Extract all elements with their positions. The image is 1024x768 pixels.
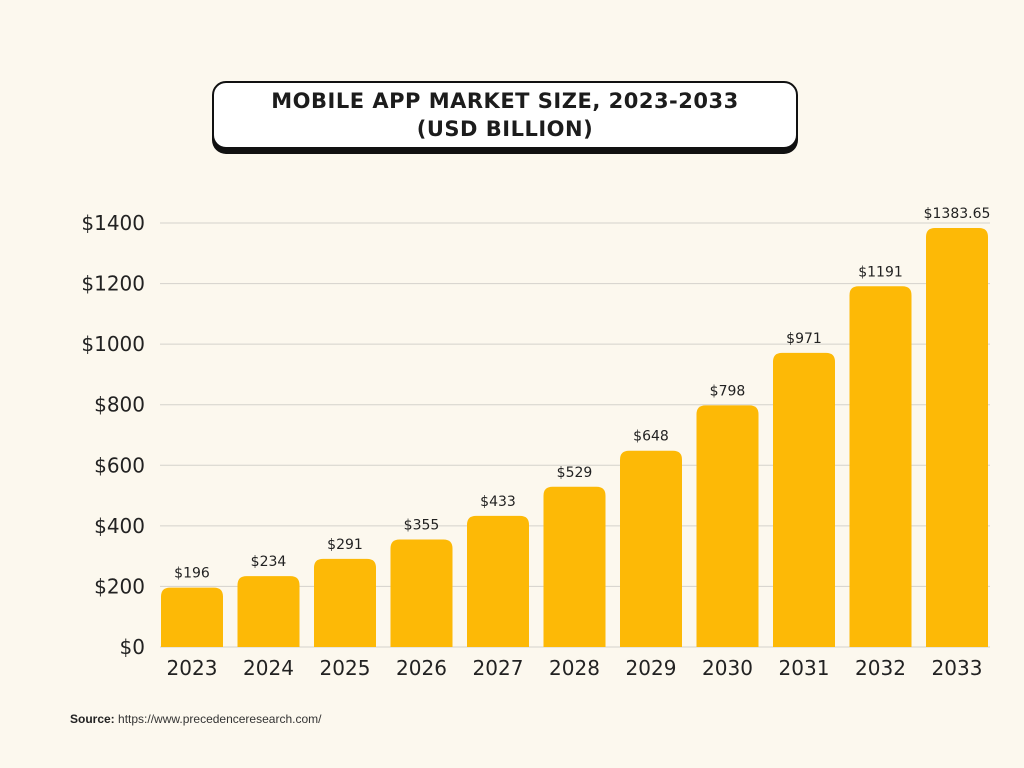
- bar-2025: [314, 558, 376, 647]
- data-label: $971: [786, 331, 822, 347]
- data-label: $433: [480, 494, 516, 510]
- bar-2028: [543, 486, 606, 647]
- x-tick-label: 2025: [320, 656, 371, 680]
- data-label: $648: [633, 429, 669, 445]
- data-label: $1383.65: [924, 206, 991, 222]
- x-tick-label: 2028: [549, 656, 600, 680]
- bar-2030: [696, 405, 759, 647]
- x-tick-label: 2030: [702, 656, 753, 680]
- bar-2033: [926, 227, 988, 647]
- data-label: $234: [251, 554, 287, 570]
- data-label: $1191: [858, 264, 903, 280]
- x-tick-label: 2024: [243, 656, 294, 680]
- bar-2024: [237, 576, 300, 647]
- data-label: $529: [557, 465, 593, 481]
- data-label: $798: [710, 383, 746, 399]
- bar-2031: [773, 352, 835, 647]
- y-tick-label: $0: [120, 635, 145, 659]
- source-url: https://www.precedenceresearch.com/: [118, 712, 322, 726]
- y-tick-label: $600: [94, 453, 145, 477]
- x-tick-label: 2031: [779, 656, 830, 680]
- x-tick-label: 2026: [396, 656, 447, 680]
- x-tick-label: 2023: [167, 656, 218, 680]
- bar-2029: [620, 450, 682, 647]
- bar-2023: [161, 587, 223, 647]
- source-note: Source: https://www.precedenceresearch.c…: [70, 712, 321, 726]
- chart-title: MOBILE APP MARKET SIZE, 2023-2033 (USD B…: [271, 89, 739, 141]
- y-tick-label: $1400: [81, 211, 145, 235]
- bar-2027: [467, 515, 529, 647]
- y-tick-label: $200: [94, 574, 145, 598]
- data-label: $355: [404, 517, 440, 533]
- bar-2032: [849, 286, 912, 647]
- x-tick-label: 2027: [473, 656, 524, 680]
- data-label: $291: [327, 537, 363, 553]
- y-tick-label: $400: [94, 514, 145, 538]
- y-tick-label: $1200: [81, 272, 145, 296]
- title-box: MOBILE APP MARKET SIZE, 2023-2033 (USD B…: [212, 81, 798, 149]
- y-tick-label: $1000: [81, 332, 145, 356]
- y-tick-label: $800: [94, 393, 145, 417]
- data-label: $196: [174, 566, 210, 582]
- bar-2026: [390, 539, 453, 647]
- x-tick-label: 2032: [855, 656, 906, 680]
- x-tick-label: 2033: [932, 656, 983, 680]
- x-tick-label: 2029: [626, 656, 677, 680]
- source-label: Source:: [70, 712, 115, 726]
